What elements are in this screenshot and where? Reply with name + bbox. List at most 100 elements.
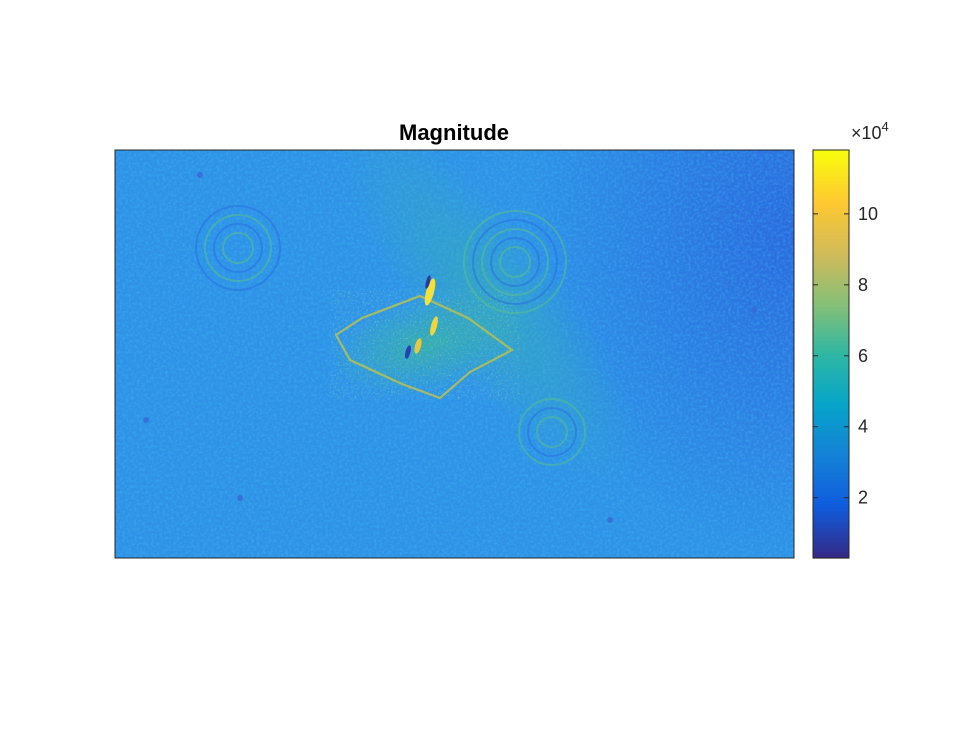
ring-pattern xyxy=(499,246,531,278)
heatmap-speckle xyxy=(330,290,520,400)
colorbar-band xyxy=(813,432,849,437)
colorbar-band xyxy=(813,228,849,233)
colorbar-band xyxy=(813,520,849,525)
hot-spot xyxy=(424,278,436,306)
colorbar-band xyxy=(813,190,849,195)
colorbar-band xyxy=(813,483,849,488)
dark-speck xyxy=(607,517,613,523)
colorbar-band xyxy=(813,439,849,443)
colorbar-band xyxy=(813,377,849,382)
colorbar-band xyxy=(813,503,849,508)
colorbar-band xyxy=(813,194,849,199)
colorbar-band xyxy=(813,371,849,375)
colorbar-band xyxy=(813,309,849,314)
ring-pattern xyxy=(472,219,558,305)
colorbar-band xyxy=(813,357,849,362)
ring-pattern xyxy=(518,398,586,466)
colorbar-band xyxy=(813,418,849,423)
dark-speck xyxy=(237,495,243,501)
colorbar-band xyxy=(813,320,849,324)
colorbar-band xyxy=(813,163,849,168)
ring-pattern xyxy=(204,214,272,282)
colorbar-box xyxy=(812,149,850,559)
hot-spot xyxy=(414,338,422,354)
colorbar-band xyxy=(813,422,849,426)
colorbar-band xyxy=(813,534,849,539)
ring-pattern xyxy=(481,228,549,296)
dark-speck xyxy=(143,417,149,423)
colorbar: 2 4 6 8 10 ×104 xyxy=(812,119,889,559)
colorbar-band xyxy=(813,544,849,549)
colorbar-band xyxy=(813,462,849,467)
colorbar-band xyxy=(813,479,849,484)
colorbar-multiplier: ×104 xyxy=(851,119,889,143)
colorbar-band xyxy=(813,221,849,226)
colorbar-band xyxy=(813,401,849,406)
colorbar-band xyxy=(813,173,849,178)
colorbar-band xyxy=(813,486,849,491)
colorbar-band xyxy=(813,218,849,222)
ring-pattern xyxy=(536,416,568,448)
colorbar-tick-label: 10 xyxy=(858,204,878,224)
colorbar-band xyxy=(813,513,849,518)
heatmap-features xyxy=(143,172,757,523)
dark-speck xyxy=(197,172,203,178)
ring-pattern xyxy=(463,210,567,314)
colorbar-band xyxy=(813,258,849,263)
colorbar-band xyxy=(813,306,849,311)
colorbar-band xyxy=(813,452,849,457)
colorbar-band xyxy=(813,398,849,403)
colorbar-band xyxy=(813,160,849,165)
colorbar-band xyxy=(813,476,849,481)
colorbar-tick-label: 6 xyxy=(858,346,868,366)
colorbar-band xyxy=(813,391,849,396)
ring-pattern xyxy=(527,407,577,457)
hot-spot xyxy=(404,345,412,359)
colorbar-band xyxy=(813,428,849,433)
colorbar-band xyxy=(813,466,849,471)
colorbar-band xyxy=(813,510,849,515)
colorbar-band xyxy=(813,231,849,236)
colorbar-band xyxy=(813,316,849,321)
colorbar-band xyxy=(813,214,849,219)
colorbar-band xyxy=(813,364,849,369)
colorbar-band xyxy=(813,170,849,175)
colorbar-band xyxy=(813,541,849,545)
colorbar-band xyxy=(813,449,849,454)
colorbar-band xyxy=(813,517,849,522)
hot-spot xyxy=(430,316,438,336)
colorbar-band xyxy=(813,323,849,328)
colorbar-band xyxy=(813,330,849,335)
colorbar-band xyxy=(813,435,849,440)
colorbar-band xyxy=(813,296,849,301)
colorbar-band xyxy=(813,150,849,154)
colorbar-band xyxy=(813,490,849,494)
colorbar-band xyxy=(813,303,849,307)
colorbar-band xyxy=(813,367,849,372)
colorbar-band xyxy=(813,275,849,280)
colorbar-band xyxy=(813,156,849,161)
dark-speck xyxy=(751,307,757,313)
colorbar-band xyxy=(813,289,849,294)
colorbar-band xyxy=(813,469,849,474)
colorbar-band xyxy=(813,456,849,460)
colorbar-band xyxy=(813,493,849,498)
colorbar-band xyxy=(813,394,849,399)
colorbar-band xyxy=(813,408,849,413)
colorbar-band xyxy=(813,343,849,348)
colorbar-band xyxy=(813,554,849,559)
colorbar-band xyxy=(813,255,849,260)
colorbar-gradient xyxy=(813,150,849,559)
colorbar-band xyxy=(813,500,849,505)
colorbar-band xyxy=(813,347,849,352)
colorbar-band xyxy=(813,153,849,158)
colorbar-band xyxy=(813,350,849,355)
ring-pattern xyxy=(195,205,281,291)
colorbar-band xyxy=(813,204,849,209)
colorbar-tick-label: 2 xyxy=(858,488,868,508)
colorbar-band xyxy=(813,326,849,331)
object-outline xyxy=(334,294,515,400)
colorbar-band xyxy=(813,381,849,386)
colorbar-band xyxy=(813,496,849,501)
